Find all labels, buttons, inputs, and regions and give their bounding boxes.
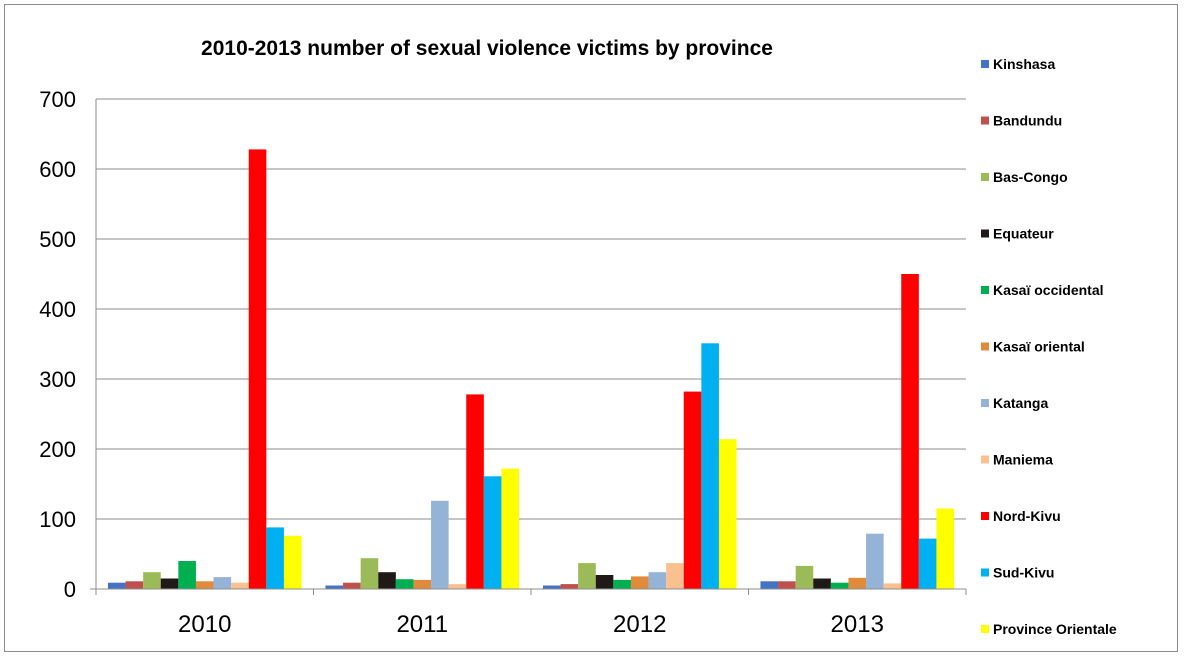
bar: [795, 565, 814, 589]
legend-label: Bandundu: [993, 113, 1062, 129]
bar: [413, 579, 432, 589]
bar: [231, 582, 249, 589]
bar: [901, 274, 919, 589]
bar: [483, 476, 502, 589]
legend-swatch: [981, 512, 989, 520]
legend-swatch: [981, 116, 989, 125]
legend-label: Nord-Kivu: [993, 508, 1061, 524]
legend-swatch: [981, 173, 989, 181]
bar-chart: 2010-2013 number of sexual violence vict…: [39, 37, 1117, 638]
x-tick-label: 2010: [178, 611, 231, 638]
bar: [266, 527, 284, 589]
bar: [248, 149, 267, 589]
y-tick-label: 700: [39, 87, 76, 112]
chart-frame: 2010-2013 number of sexual violence vict…: [4, 4, 1178, 652]
bar: [866, 533, 884, 589]
bars: [107, 149, 955, 589]
bar: [666, 563, 684, 589]
bar: [501, 468, 520, 589]
bar: [395, 579, 414, 589]
legend-label: Kinshasa: [993, 56, 1055, 72]
legend-swatch: [981, 60, 989, 68]
legend-swatch: [981, 625, 989, 633]
bar: [283, 535, 302, 589]
x-tick-label: 2011: [396, 611, 448, 638]
y-tick-label: 0: [64, 577, 76, 602]
legend-swatch: [981, 342, 989, 351]
bar: [160, 578, 179, 589]
bar: [701, 343, 719, 589]
bar: [578, 563, 596, 589]
bar: [143, 572, 161, 589]
bar: [542, 585, 561, 589]
chart-title: 2010-2013 number of sexual violence vict…: [201, 37, 773, 60]
legend-label: Bas-Congo: [993, 169, 1068, 185]
y-tick-label: 300: [39, 367, 76, 392]
legend: Kinshasa Bandundu Bas-Congo Equateur Kasaï o…: [981, 56, 1117, 637]
legend-label: Sud-Kivu: [993, 565, 1054, 581]
legend-swatch: [981, 229, 989, 238]
bar: [918, 538, 937, 589]
bar: [378, 572, 396, 589]
bar: [936, 508, 955, 589]
bar: [760, 581, 779, 589]
bar: [595, 575, 614, 589]
legend-swatch: [981, 286, 989, 294]
bar: [107, 582, 126, 589]
bar: [213, 577, 232, 589]
x-tick-label: 2013: [831, 611, 884, 638]
legend-swatch: [981, 399, 989, 407]
bar: [848, 577, 867, 589]
bar: [195, 581, 214, 589]
y-tick-label: 100: [39, 507, 76, 532]
legend-swatch: [981, 455, 989, 464]
bar: [648, 572, 667, 589]
bar: [830, 582, 849, 589]
bar: [360, 558, 379, 589]
bar: [466, 394, 484, 589]
x-tick-label: 2012: [613, 611, 666, 638]
bar: [613, 579, 631, 589]
legend-swatch: [981, 568, 989, 577]
y-tick-label: 400: [39, 297, 76, 322]
bar: [813, 578, 831, 589]
y-tick-label: 500: [39, 227, 76, 252]
bar: [325, 585, 344, 589]
legend-label: Maniema: [993, 452, 1053, 468]
bar: [178, 561, 196, 589]
bar: [560, 584, 579, 589]
bar: [630, 576, 649, 589]
bar: [448, 584, 467, 589]
legend-label: Katanga: [993, 395, 1048, 411]
gridlines: [96, 98, 966, 520]
bar: [431, 500, 449, 589]
legend-label: Equateur: [993, 226, 1054, 242]
legend-label: Province Orientale: [993, 621, 1117, 637]
bar: [778, 581, 796, 589]
axes: 0 100 200 300 400 500 600 700 2010 2011 2012 2013: [39, 87, 967, 638]
bar: [343, 582, 361, 589]
bar: [883, 583, 902, 589]
legend-label: Kasaï occidental: [993, 282, 1104, 298]
bar: [683, 391, 702, 589]
bar: [125, 581, 144, 589]
bar: [718, 439, 737, 589]
legend-label: Kasaï oriental: [993, 339, 1085, 355]
y-tick-label: 600: [39, 157, 76, 182]
y-tick-label: 200: [39, 437, 76, 462]
